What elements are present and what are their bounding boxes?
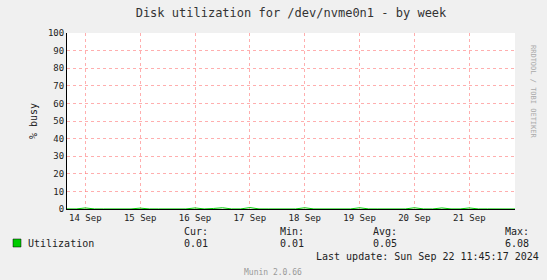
svg-text:% busy: % busy	[28, 103, 39, 139]
svg-text:Max:: Max:	[505, 226, 529, 237]
svg-text:6.08: 6.08	[505, 238, 529, 249]
svg-text:0.01: 0.01	[280, 238, 304, 249]
svg-text:14 Sep: 14 Sep	[69, 213, 102, 223]
svg-text:19 Sep: 19 Sep	[343, 213, 376, 223]
svg-text:Last update: Sun Sep 22 11:45:: Last update: Sun Sep 22 11:45:17 2024	[316, 251, 539, 262]
svg-text:0: 0	[59, 204, 64, 214]
svg-text:40: 40	[53, 134, 64, 144]
svg-text:16 Sep: 16 Sep	[179, 213, 212, 223]
svg-text:21 Sep: 21 Sep	[453, 213, 486, 223]
svg-text:0.01: 0.01	[184, 238, 208, 249]
svg-text:Utilization: Utilization	[28, 238, 94, 249]
svg-text:20 Sep: 20 Sep	[398, 213, 431, 223]
svg-text:60: 60	[53, 99, 64, 109]
svg-text:Avg:: Avg:	[373, 226, 397, 237]
svg-text:Disk utilization for /dev/nvme: Disk utilization for /dev/nvme0n1 - by w…	[136, 6, 447, 20]
svg-text:Munin 2.0.66: Munin 2.0.66	[244, 268, 302, 277]
svg-text:Cur:: Cur:	[184, 226, 208, 237]
svg-text:30: 30	[53, 151, 64, 161]
svg-text:18 Sep: 18 Sep	[288, 213, 321, 223]
svg-text:15 Sep: 15 Sep	[124, 213, 157, 223]
svg-text:0.05: 0.05	[373, 238, 397, 249]
svg-text:RRDTOOL / TOBI OETIKER: RRDTOOL / TOBI OETIKER	[529, 45, 537, 139]
svg-text:70: 70	[53, 81, 64, 91]
svg-text:17 Sep: 17 Sep	[234, 213, 267, 223]
svg-text:Min:: Min:	[280, 226, 304, 237]
svg-text:10: 10	[53, 187, 64, 197]
svg-text:100: 100	[48, 28, 64, 38]
svg-text:50: 50	[53, 116, 64, 126]
svg-text:90: 90	[53, 46, 64, 56]
svg-text:20: 20	[53, 169, 64, 179]
svg-text:80: 80	[53, 63, 64, 73]
